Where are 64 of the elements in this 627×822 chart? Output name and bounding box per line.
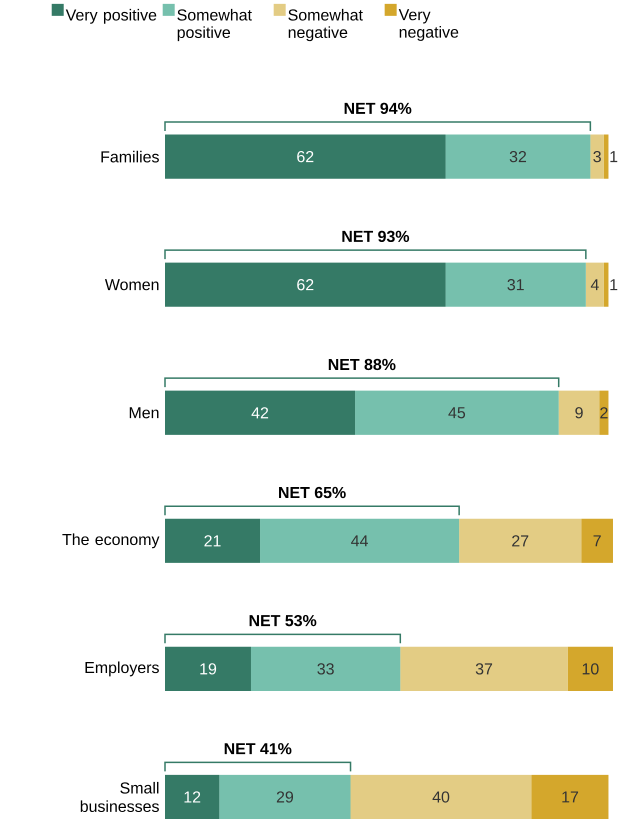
bar (446, 262, 586, 307)
bar (568, 646, 613, 691)
bar (165, 262, 446, 307)
annotation: NET 88% (328, 358, 396, 370)
bar (604, 262, 608, 307)
bar (260, 518, 460, 563)
y-tick-label: Men (130, 407, 158, 418)
data-label: 32 (510, 150, 526, 162)
data-label: 40 (432, 791, 450, 803)
data-label: 1 (610, 279, 618, 290)
bar (165, 646, 251, 691)
bar (446, 134, 590, 179)
data-label: 62 (297, 150, 314, 162)
bar (400, 646, 568, 691)
annotation: NET 94% (344, 102, 412, 114)
data-label: 7 (594, 535, 601, 546)
data-label: 44 (351, 535, 368, 546)
bar (459, 518, 582, 563)
annotation: NET 53% (250, 614, 316, 626)
data-label: 37 (476, 663, 492, 675)
y-tick-label: Small businesses (80, 782, 159, 812)
bar (355, 390, 559, 435)
bar (586, 262, 604, 307)
annotation: NET 65% (279, 486, 346, 498)
bar (581, 518, 613, 563)
data-label: 3 (593, 150, 601, 162)
bar (219, 774, 351, 820)
data-label: 62 (297, 279, 314, 290)
bar (165, 390, 356, 435)
bar (165, 518, 260, 563)
legend-label: Very positive (66, 8, 156, 24)
bar (590, 134, 604, 179)
y-tick-label: Families (101, 150, 159, 162)
y-tick-label: The economy (62, 533, 160, 548)
data-label: 19 (200, 663, 216, 675)
legend-label: Very negative (398, 9, 458, 41)
data-label: 45 (448, 407, 466, 418)
bar (604, 134, 608, 179)
data-label: 17 (562, 791, 578, 802)
bar (532, 774, 608, 820)
bar (599, 390, 608, 435)
data-label: 27 (512, 535, 528, 546)
bar (250, 646, 400, 691)
y-tick-label: Employers (86, 661, 159, 676)
bar (165, 774, 220, 820)
data-label: 9 (575, 407, 583, 418)
legend-label: Somewhat positive (177, 8, 252, 42)
data-label: 31 (507, 279, 524, 290)
annotation: NET 41% (224, 743, 292, 754)
legend-label: Somewhat negative (288, 8, 363, 42)
data-label: 42 (252, 407, 268, 418)
bar (165, 134, 446, 179)
data-label: 33 (317, 663, 334, 675)
bar (558, 390, 600, 435)
data-label: 4 (590, 279, 599, 290)
data-label: 2 (600, 407, 608, 418)
y-tick-label: Women (104, 279, 158, 290)
data-label: 29 (276, 791, 294, 803)
data-label: 1 (610, 151, 618, 162)
data-label: 12 (184, 791, 200, 803)
annotation: NET 93% (342, 230, 410, 242)
data-label: 10 (582, 663, 599, 675)
bar (350, 774, 532, 820)
data-label: 21 (204, 535, 221, 546)
